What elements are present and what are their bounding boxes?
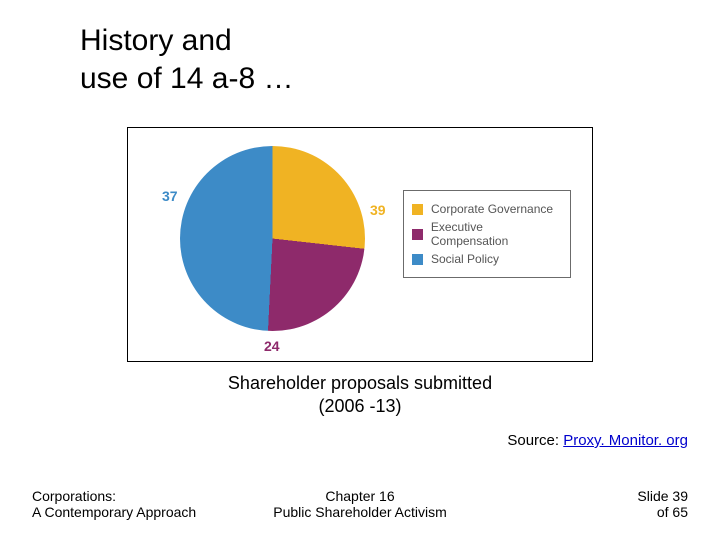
footer-left-line-2: A Contemporary Approach xyxy=(32,504,196,520)
footer-left: Corporations: A Contemporary Approach xyxy=(32,488,248,520)
footer-right-line-2: of 65 xyxy=(657,504,688,520)
footer-center-line-2: Public Shareholder Activism xyxy=(273,504,447,520)
footer-left-line-1: Corporations: xyxy=(32,488,116,504)
legend-item: Social Policy xyxy=(412,252,562,266)
slice-value-corporate-governance: 39 xyxy=(370,202,386,218)
source-link[interactable]: Proxy. Monitor. org xyxy=(563,432,688,449)
source-line: Source: Proxy. Monitor. org xyxy=(507,432,688,449)
legend-label: Executive Compensation xyxy=(431,220,562,248)
legend-swatch-icon xyxy=(412,229,423,240)
slide: History and use of 14 a-8 … 39 24 37 Cor… xyxy=(0,0,720,540)
chart-caption: Shareholder proposals submitted (2006 -1… xyxy=(0,372,720,417)
legend-swatch-icon xyxy=(412,254,423,265)
footer-center: Chapter 16 Public Shareholder Activism xyxy=(252,488,468,520)
title-line-2: use of 14 a-8 … xyxy=(80,62,293,95)
slice-value-executive-compensation: 24 xyxy=(264,338,280,354)
legend-swatch-icon xyxy=(412,204,423,215)
slice-value-social-policy: 37 xyxy=(162,188,178,204)
legend-label: Social Policy xyxy=(431,252,499,266)
title-line-1: History and xyxy=(80,24,232,57)
legend-item: Executive Compensation xyxy=(412,220,562,248)
footer-center-line-1: Chapter 16 xyxy=(325,488,394,504)
footer-right: Slide 39 of 65 xyxy=(472,488,688,520)
chart-container: 39 24 37 Corporate Governance Executive … xyxy=(127,127,593,362)
legend-item: Corporate Governance xyxy=(412,202,562,216)
caption-line-1: Shareholder proposals submitted xyxy=(228,373,492,393)
pie-graphic xyxy=(180,146,365,331)
slide-title: History and use of 14 a-8 … xyxy=(80,22,293,97)
footer-right-line-1: Slide 39 xyxy=(637,488,688,504)
footer: Corporations: A Contemporary Approach Ch… xyxy=(0,488,720,520)
caption-line-2: (2006 -13) xyxy=(318,396,401,416)
source-prefix: Source: xyxy=(507,432,563,449)
pie-chart: 39 24 37 xyxy=(180,146,365,331)
legend: Corporate Governance Executive Compensat… xyxy=(403,190,571,278)
legend-label: Corporate Governance xyxy=(431,202,553,216)
